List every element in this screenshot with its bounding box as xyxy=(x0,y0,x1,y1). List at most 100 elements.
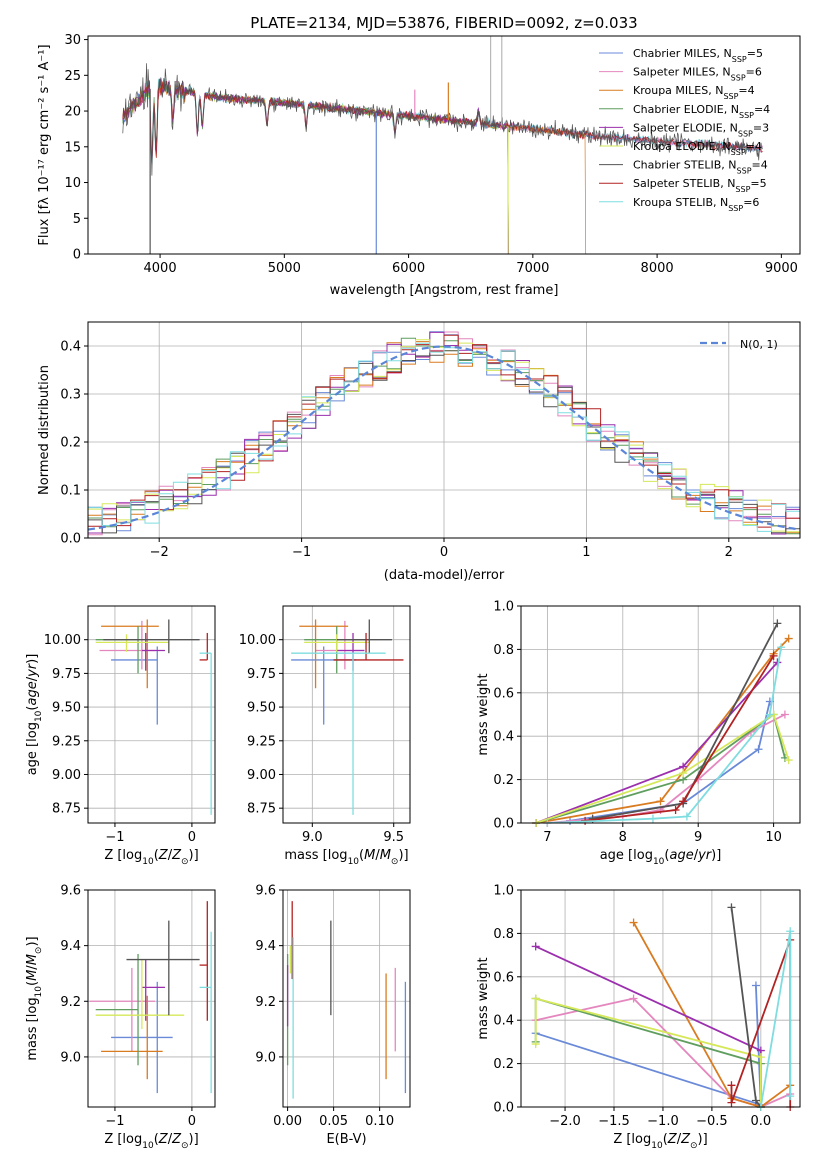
x-tick-label: 0.0 xyxy=(750,1114,771,1129)
y-tick-label: 9.0 xyxy=(255,1050,276,1065)
label-part: 10 xyxy=(142,857,154,867)
label-part: ( xyxy=(663,1132,668,1147)
label-part: 10 xyxy=(34,710,44,722)
y-tick-label: 10 xyxy=(64,176,81,191)
y-tick-label: 0.3 xyxy=(60,388,81,403)
label-part: ( xyxy=(25,981,40,986)
y-tick-label: 0.0 xyxy=(493,1101,514,1116)
y-tick-label: 0.2 xyxy=(493,773,514,788)
x-tick-label: −0.5 xyxy=(696,1114,728,1129)
label-part: ( xyxy=(154,1132,159,1147)
series-marker xyxy=(648,814,657,823)
x-axis-label: Z [log10(Z/Z⊙)] xyxy=(104,848,198,867)
label-part: Z xyxy=(667,1132,678,1147)
label-part: / xyxy=(25,676,40,681)
y-tick-label: 1.0 xyxy=(493,884,514,899)
y-axis-label: age [log10(age/yr)] xyxy=(25,654,44,776)
normal-curve xyxy=(87,345,801,531)
label-part: Z [log xyxy=(104,1132,142,1147)
legend-label-sub: SSP xyxy=(739,110,754,119)
label-part: age [log xyxy=(25,722,40,775)
legend-label-sub: SSP xyxy=(735,185,750,194)
y-tick-label: 8.75 xyxy=(52,802,81,817)
label-part: ⊙ xyxy=(181,1141,189,1151)
label-part: 10 xyxy=(34,986,44,998)
legend-label-main: Salpeter STELIB, N xyxy=(633,177,735,190)
label-part: ( xyxy=(359,848,364,863)
legend-label-suffix: =4 xyxy=(754,103,770,116)
legend-label-main: Salpeter MILES, N xyxy=(633,66,731,79)
series-marker xyxy=(786,1092,795,1101)
label-part: Z xyxy=(158,1132,169,1147)
x-axis-label: age [log10(age/yr)] xyxy=(600,848,722,867)
series-marker xyxy=(765,710,774,719)
y-tick-label: 9.4 xyxy=(255,939,276,954)
series-marker xyxy=(751,981,760,990)
y-tick-label: 9.75 xyxy=(247,667,276,682)
x-tick-label: 9000 xyxy=(765,261,798,276)
legend-label-main: Kroupa STELIB, N xyxy=(633,196,728,209)
x-tick-label: −1.5 xyxy=(598,1114,630,1129)
legend-label-sub: SSP xyxy=(737,166,752,175)
axes-frame xyxy=(520,605,801,824)
y-tick-label: 9.50 xyxy=(247,701,276,716)
y-axis-label: mass weight xyxy=(476,957,491,1039)
axes-frame xyxy=(87,889,216,1108)
series-marker xyxy=(531,1040,540,1049)
axes-frame xyxy=(520,889,801,1108)
series-marker xyxy=(531,942,540,951)
panel-mass-vs-ebv: 0.00 0.05 0.10 9.0 9.2 9.4 9.6 E(B-V) xyxy=(255,884,411,1147)
label-part: / xyxy=(25,965,40,970)
histogram-step xyxy=(88,342,800,538)
legend-label-sub: SSP xyxy=(732,55,747,64)
panel-residual-hist: −2 −1 0 1 2 0.0 0.1 0.2 0.3 0.4 N(0, 1) (data-model… xyxy=(37,321,801,583)
label-part: 10 xyxy=(142,1141,154,1151)
legend-label: Salpeter MILES, NSSP=6 xyxy=(633,66,762,83)
x-tick-label: 7 xyxy=(543,830,551,845)
x-tick-label: 0.10 xyxy=(365,1114,394,1129)
label-part: ( xyxy=(25,706,40,711)
series-line xyxy=(535,945,762,1107)
panel-mass-vs-Z: −1 09.09.29.49.6Z [log10(Z/Z⊙)]mass [log1… xyxy=(25,884,216,1151)
y-tick-label: 0.1 xyxy=(60,484,81,499)
label-part: ( xyxy=(154,848,159,863)
label-part: )] xyxy=(189,848,199,863)
series-marker xyxy=(656,797,665,806)
legend-label-main: Chabrier ELODIE, N xyxy=(633,103,739,116)
series-marker xyxy=(727,903,736,912)
axes-frame xyxy=(282,889,411,1108)
x-tick-label: −2.0 xyxy=(549,1114,581,1129)
y-tick-label: 0.4 xyxy=(493,730,514,745)
x-tick-label: −2 xyxy=(150,545,169,560)
x-tick-label: 0 xyxy=(188,1114,196,1129)
x-axis-label: (data-model)/error xyxy=(384,568,505,583)
label-part: )] xyxy=(25,936,40,946)
y-tick-label: 9.00 xyxy=(52,768,81,783)
y-tick-label: 0 xyxy=(73,248,81,263)
label-part: M xyxy=(380,848,391,863)
x-tick-label: 0.05 xyxy=(319,1114,348,1129)
y-tick-label: 0.4 xyxy=(493,1014,514,1029)
legend-label: Chabrier ELODIE, NSSP=4 xyxy=(633,103,770,120)
label-part: yr xyxy=(25,662,40,678)
x-tick-label: 2 xyxy=(725,545,733,560)
x-axis-label: mass [log10(M/M⊙)] xyxy=(284,848,408,867)
y-tick-label: 0.2 xyxy=(60,436,81,451)
panel-massweight-vs-Z: −2.0 −1.5 −1.0 −0.5 0.0 0.0 0.2 0.4 0.6 0.8 1.0 Z [… xyxy=(476,884,801,1151)
label-part: M xyxy=(25,970,40,981)
label-part: / xyxy=(375,848,380,863)
x-tick-label: 7000 xyxy=(516,261,549,276)
panel-spectrum: 4000 5000 6000 7000 8000 9000 0 5 10 15 20 25 30 Chab… xyxy=(37,33,801,298)
y-tick-label: 20 xyxy=(64,105,81,120)
x-axis-label: Z [log10(Z/Z⊙)] xyxy=(104,1132,198,1151)
label-part: mass [log xyxy=(284,848,347,863)
label-part: )] xyxy=(698,1132,708,1147)
label-part: )] xyxy=(398,848,408,863)
y-tick-label: 1.0 xyxy=(493,600,514,615)
legend-label: Salpeter ELODIE, NSSP=3 xyxy=(633,121,769,138)
label-part: ⊙ xyxy=(34,947,44,955)
series-marker xyxy=(629,994,638,1003)
legend-label-sub: SSP xyxy=(723,92,738,101)
series-marker xyxy=(780,710,789,719)
legend-label-suffix: =5 xyxy=(750,177,766,190)
